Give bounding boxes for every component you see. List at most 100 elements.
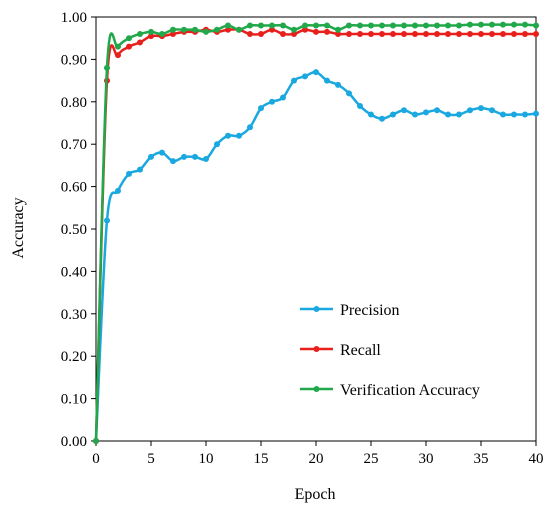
y-tick-label: 1.00 [61,10,87,26]
data-point [335,81,341,88]
y-tick-label: 0.90 [61,52,87,68]
data-point [423,30,429,37]
data-point [214,141,220,148]
data-point [500,30,506,37]
data-point [159,149,165,156]
data-point [269,98,275,105]
data-point [324,22,330,29]
data-point [291,26,297,33]
data-point [467,30,473,37]
data-point [489,30,495,37]
data-point [115,187,121,194]
data-point [357,30,363,37]
data-point [401,22,407,29]
data-point [247,30,253,37]
y-tick-label: 0.30 [61,307,87,323]
y-tick-label: 0.20 [61,349,87,365]
series-group [93,21,539,444]
data-point [258,105,264,112]
data-point [258,22,264,29]
y-tick-label: 0.50 [61,222,87,238]
data-point [203,28,209,35]
data-point [511,21,517,28]
data-point [247,124,253,131]
data-point [291,77,297,84]
y-tick-label: 0.70 [61,137,87,153]
data-point [511,111,517,118]
data-point [181,153,187,160]
data-point [236,132,242,139]
data-point [478,21,484,28]
data-point [423,22,429,29]
data-point [302,22,308,29]
data-point [368,111,374,118]
data-point [401,30,407,37]
data-point [489,21,495,28]
data-point [500,111,506,118]
data-point [412,22,418,29]
x-axis-label: Epoch [295,486,336,503]
data-point [467,107,473,114]
data-point [137,30,143,37]
data-point [203,156,209,163]
data-point [434,107,440,114]
data-point [500,21,506,28]
data-point [357,22,363,29]
y-tick-label: 0.60 [61,180,87,196]
data-point [335,26,341,33]
data-point [269,26,275,33]
data-point [159,30,165,37]
axes: 0.00 0.10 0.20 0.30 0.40 0.50 0.60 0.70 0.80 0.90… [61,10,544,467]
y-tick-label: 0.80 [61,95,87,111]
data-point [302,73,308,80]
data-point [489,107,495,114]
data-point [93,438,99,444]
plot-frame [95,16,537,442]
data-point [225,132,231,139]
data-point [456,22,462,29]
data-point [137,39,143,46]
data-point [280,30,286,37]
data-point [269,22,275,29]
data-point [214,26,220,33]
data-point [104,64,110,71]
legend-marker-recall [313,346,320,352]
x-tick-label: 0 [92,451,100,467]
data-point [104,217,110,224]
data-point [148,28,154,35]
series-line-recall [94,28,536,442]
data-point [379,30,385,37]
data-point [236,26,242,33]
data-point [126,43,132,50]
x-tick-label: 35 [474,451,489,467]
data-point [346,30,352,37]
data-point [170,30,176,37]
x-tick-label: 5 [147,451,155,467]
data-point [456,30,462,37]
data-point [258,30,264,37]
x-tick-label: 25 [364,451,379,467]
y-axis-label: Accuracy [10,197,27,258]
legend-label-verification-accuracy: Verification Accuracy [340,382,480,399]
data-point [478,30,484,37]
data-point [478,105,484,112]
data-point [533,22,539,29]
data-point [390,111,396,118]
legend-label-precision: Precision [340,302,400,319]
data-point [192,153,198,160]
data-point [280,22,286,29]
data-point [346,22,352,29]
x-tick-label: 40 [529,451,544,467]
data-point [390,30,396,37]
data-point [533,30,539,37]
data-point [379,115,385,122]
data-point [511,30,517,37]
data-point [357,103,363,110]
data-point [302,26,308,33]
data-point [434,30,440,37]
data-point [379,22,385,29]
x-tick-label: 30 [419,451,434,467]
data-point [423,109,429,116]
data-point [115,52,121,59]
data-point [445,22,451,29]
